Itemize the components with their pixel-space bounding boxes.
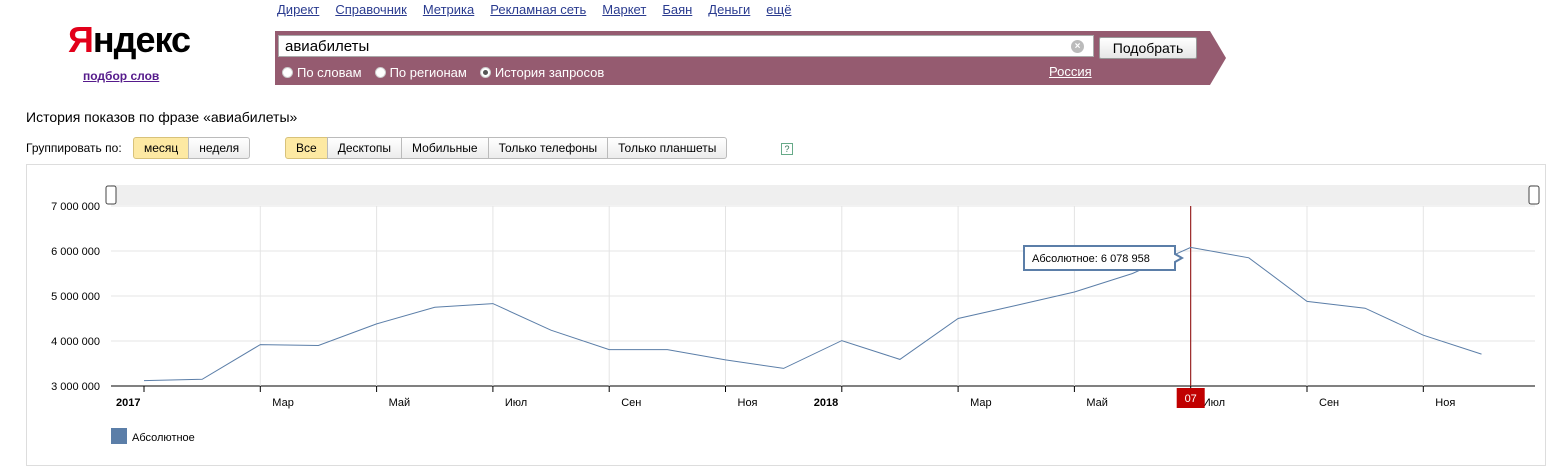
data-point[interactable] (316, 344, 320, 348)
nav-link-market[interactable]: Маркет (602, 2, 647, 17)
data-point[interactable] (1421, 333, 1425, 337)
y-tick-label: 3 000 000 (51, 381, 100, 393)
group-month-button[interactable]: месяц (133, 137, 190, 159)
mode-history[interactable]: История запросов (479, 65, 604, 80)
top-navigation: Директ Справочник Метрика Рекламная сеть… (277, 2, 807, 17)
highlight-badge (1176, 388, 1205, 408)
highlight-badge-label: 07 (1185, 393, 1197, 405)
data-point[interactable] (1363, 306, 1367, 310)
nav-link-reference[interactable]: Справочник (335, 2, 407, 17)
group-week-button[interactable]: неделя (188, 137, 251, 159)
range-handle-right[interactable] (1528, 185, 1540, 205)
series-line-absolute (143, 246, 1482, 382)
device-all-button[interactable]: Все (285, 137, 328, 159)
clear-icon[interactable]: × (1071, 40, 1084, 53)
data-point[interactable] (142, 379, 146, 383)
device-filter: Все Десктопы Мобильные Только телефоны Т… (285, 137, 728, 159)
x-tick-label: Мар (970, 397, 992, 409)
radio-icon (374, 67, 386, 78)
page-title: История показов по фразе «авиабилеты» (26, 109, 298, 125)
history-chart: 7 000 000 6 000 000 5 000 000 4 000 000 3 00… (51, 185, 1540, 444)
search-panel-arrow (1210, 31, 1226, 85)
data-point[interactable] (258, 343, 262, 347)
nav-link-more[interactable]: ещё (766, 2, 792, 17)
tooltip-text: Абсолютное: 6 078 958 (1032, 253, 1150, 265)
data-point[interactable] (1479, 352, 1483, 356)
data-point[interactable] (1072, 290, 1076, 294)
radio-icon (282, 67, 293, 78)
device-mobile-button[interactable]: Мобильные (401, 137, 489, 159)
y-tick-label: 7 000 000 (51, 201, 100, 213)
chart-container: 7 000 000 6 000 000 5 000 000 4 000 000 3 00… (26, 164, 1546, 466)
mode-selector: По словам По регионам История запросов (282, 65, 617, 80)
mode-by-words[interactable]: По словам (282, 65, 362, 80)
range-scrollbar[interactable] (111, 185, 1535, 205)
nav-link-ad-network[interactable]: Рекламная сеть (490, 2, 587, 17)
data-point[interactable] (898, 357, 902, 361)
data-point[interactable] (607, 348, 611, 352)
device-desktop-button[interactable]: Десктопы (326, 137, 403, 159)
nav-link-bayan[interactable]: Баян (662, 2, 693, 17)
y-tick-label: 6 000 000 (51, 246, 100, 258)
x-tick-label: Сен (1319, 397, 1339, 409)
x-tick-label: Ноя (1435, 397, 1455, 409)
x-tick-label: Май (389, 397, 411, 409)
data-point[interactable] (1247, 256, 1251, 260)
nav-link-money[interactable]: Деньги (708, 2, 751, 17)
data-point[interactable] (956, 317, 960, 321)
x-tick-label: Май (1086, 397, 1108, 409)
data-point[interactable] (840, 339, 844, 343)
region-link[interactable]: Россия (1049, 64, 1092, 79)
device-tablets-button[interactable]: Только планшеты (607, 137, 728, 159)
data-point[interactable] (549, 328, 553, 332)
data-point[interactable] (200, 377, 204, 381)
yandex-logo[interactable]: Яндекс (68, 19, 191, 60)
data-point[interactable] (1014, 303, 1018, 307)
x-tick-label: Сен (621, 397, 641, 409)
data-point[interactable] (491, 302, 495, 306)
search-input[interactable]: авиабилеты (278, 35, 1094, 57)
data-point[interactable] (1305, 299, 1309, 303)
radio-selected-icon (479, 67, 491, 78)
device-phones-button[interactable]: Только телефоны (487, 137, 609, 159)
tooltip-box (1023, 245, 1185, 271)
submit-button[interactable]: Подобрать (1099, 37, 1197, 59)
logo-subtitle-link[interactable]: подбор слов (83, 69, 160, 83)
x-tick-label: Мар (272, 397, 294, 409)
range-handle-left[interactable] (105, 185, 117, 205)
legend-label: Абсолютное (132, 432, 195, 444)
search-panel: авиабилеты × Подобрать По словам По реги… (275, 31, 1210, 85)
nav-link-metrika[interactable]: Метрика (422, 2, 475, 17)
y-tick-label: 5 000 000 (51, 291, 100, 303)
x-tick-label: 2017 (116, 397, 140, 409)
data-point[interactable] (375, 322, 379, 326)
help-icon[interactable]: ? (781, 143, 793, 155)
x-tick-label: Ноя (738, 397, 758, 409)
x-tick-label: 2018 (814, 397, 838, 409)
data-point[interactable] (433, 305, 437, 309)
data-point[interactable] (1131, 272, 1135, 276)
legend-swatch (111, 428, 127, 444)
x-tick-label: Июл (505, 397, 527, 409)
data-point[interactable] (1189, 245, 1193, 249)
data-point[interactable] (665, 348, 669, 352)
group-toggle: месяц неделя (133, 137, 251, 159)
data-point[interactable] (782, 366, 786, 370)
y-tick-label: 4 000 000 (51, 336, 100, 348)
group-label: Группировать по: (26, 141, 122, 155)
nav-link-direct[interactable]: Директ (277, 2, 320, 17)
mode-by-regions[interactable]: По регионам (374, 65, 467, 80)
x-tick-label: Июл (1203, 397, 1225, 409)
data-point[interactable] (724, 358, 728, 362)
